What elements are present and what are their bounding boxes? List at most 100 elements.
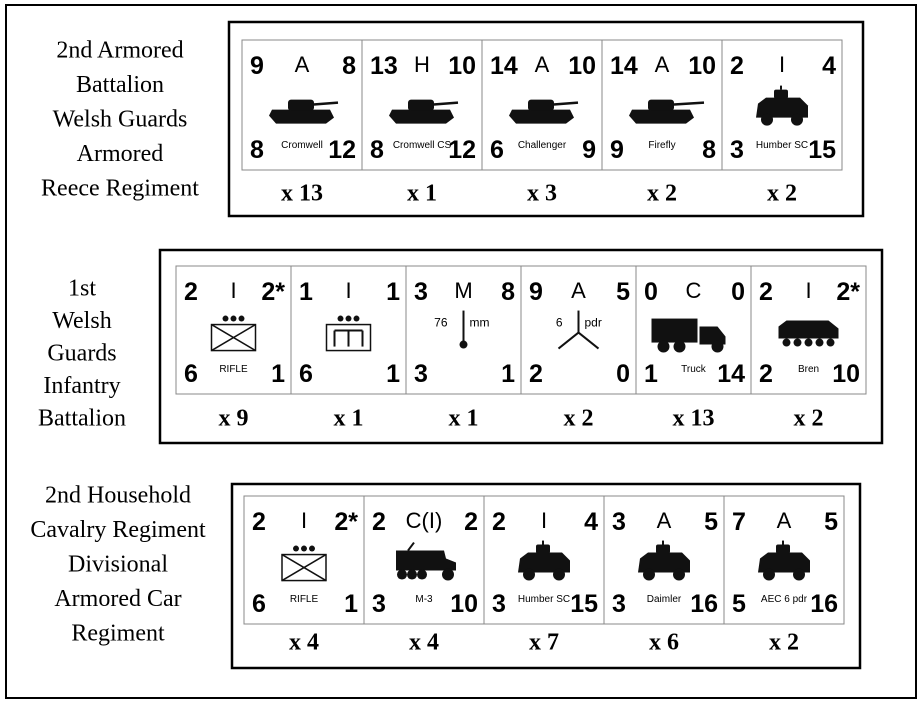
range-value: 5 — [704, 508, 718, 536]
move-value: 12 — [328, 136, 356, 164]
counter: 1 I 1 6 1 — [290, 265, 407, 395]
unit-icon — [509, 99, 579, 124]
move-value: 16 — [690, 590, 718, 618]
group-label: Divisional — [68, 552, 168, 578]
unit-count: x 7 — [529, 630, 559, 656]
defense-value: 2 — [759, 360, 773, 388]
defense-value: 3 — [414, 360, 428, 388]
silhouette — [528, 99, 554, 111]
wheel — [826, 338, 835, 347]
group-frame — [158, 248, 884, 445]
wheel — [417, 569, 427, 580]
group-label: Infantry — [43, 373, 120, 399]
silhouette — [629, 109, 694, 124]
move-value: 8 — [702, 136, 716, 164]
group-label: Reece Regiment — [41, 176, 199, 202]
unit-name: Cromwell CS — [393, 140, 452, 151]
wheel — [643, 568, 655, 581]
caliber-unit: mm — [470, 316, 490, 330]
silhouette — [408, 99, 434, 111]
unit-icon — [389, 99, 459, 124]
unit-icon — [758, 540, 810, 581]
defense-value: 6 — [299, 360, 313, 388]
range-value: 8 — [501, 278, 515, 306]
group-label: Regiment — [71, 621, 165, 647]
unit-name: Cromwell — [281, 140, 323, 151]
silhouette-line — [551, 101, 579, 106]
unit-type: A — [655, 52, 670, 77]
range-value: 1 — [386, 278, 400, 306]
unit-icon — [629, 99, 705, 124]
move-value: 1 — [271, 360, 285, 388]
unit-icon — [269, 99, 339, 124]
unit-type: A — [571, 278, 586, 303]
unit-count: x 2 — [769, 630, 799, 656]
range-value: 2 — [464, 508, 478, 536]
wheel — [523, 568, 535, 581]
unit-icon — [325, 315, 372, 352]
group-label: Cavalry Regiment — [30, 517, 206, 543]
move-value: 1 — [386, 360, 400, 388]
range-value: 2* — [261, 278, 285, 306]
silhouette — [774, 89, 788, 99]
unit-name: RIFLE — [219, 364, 248, 375]
wheel — [397, 569, 407, 580]
counter: 9 A 5 2 0 6 pdr — [520, 265, 637, 395]
unit-name: Firefly — [648, 140, 675, 151]
move-value: 15 — [808, 136, 836, 164]
move-value: 1 — [501, 360, 515, 388]
wheel — [345, 315, 352, 322]
silhouette-line — [557, 331, 580, 350]
group-frame — [227, 20, 865, 218]
unit-name: Humber SC — [756, 140, 808, 151]
unit-name: Humber SC — [518, 594, 570, 605]
silhouette — [699, 326, 726, 345]
defense-value: 8 — [250, 136, 264, 164]
unit-type: M — [454, 278, 472, 303]
range-value: 2* — [334, 508, 358, 536]
silhouette — [638, 552, 690, 573]
group-label: Guards — [47, 341, 116, 367]
unit-name: RIFLE — [290, 594, 319, 605]
defense-value: 6 — [252, 590, 266, 618]
attack-value: 3 — [414, 278, 428, 306]
wheel — [657, 340, 670, 353]
move-value: 9 — [582, 136, 596, 164]
defense-value: 3 — [372, 590, 386, 618]
counter: 3 M 8 3 1 76 mm — [405, 265, 522, 395]
attack-value: 14 — [610, 52, 638, 80]
attack-value: 2 — [252, 508, 266, 536]
group-label: 2nd Household — [45, 483, 191, 509]
defense-value: 3 — [612, 590, 626, 618]
silhouette — [536, 544, 550, 554]
wheel — [711, 340, 724, 353]
counter-frame — [175, 265, 292, 395]
unit-type: H — [414, 52, 430, 77]
wheel — [761, 113, 773, 126]
counter: 14 A 10 9 8 Firefly — [601, 39, 723, 171]
attack-value: 1 — [299, 278, 313, 306]
silhouette — [656, 544, 670, 554]
unit-name: Challenger — [518, 140, 567, 151]
range-value: 10 — [688, 52, 716, 80]
silhouette-line — [671, 101, 705, 106]
counter: 2 I 2* 2 10 Bren — [750, 265, 867, 395]
counter: 2 I 2* 6 1 RIFLE — [243, 495, 365, 625]
attack-value: 2 — [759, 278, 773, 306]
wheel — [793, 568, 805, 581]
wheel — [673, 568, 685, 581]
range-value: 4 — [822, 52, 836, 80]
silhouette — [518, 552, 570, 573]
group-label: Armored — [77, 141, 164, 167]
silhouette — [288, 99, 314, 111]
unit-type: A — [657, 508, 672, 533]
silhouette-line — [407, 541, 415, 552]
group-label: Battalion — [38, 406, 126, 432]
defense-value: 1 — [644, 360, 658, 388]
wheel — [763, 568, 775, 581]
range-value: 2* — [836, 278, 860, 306]
silhouette — [778, 320, 839, 339]
